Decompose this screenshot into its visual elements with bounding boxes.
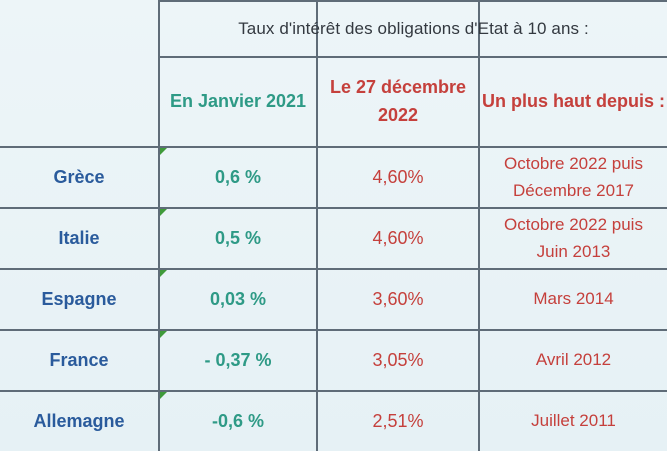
grid-line-horizontal <box>0 207 667 209</box>
rate-dec2022-spain: 3,60% <box>372 288 424 309</box>
country-greece: Grèce <box>53 166 105 187</box>
rate-jan2021-spain: 0,03 % <box>209 288 267 309</box>
country-germany: Allemagne <box>33 410 125 431</box>
grid-line-horizontal <box>0 146 667 148</box>
cell-flag-icon <box>160 148 167 155</box>
header-december-2022-line2: 2022 <box>377 105 419 125</box>
cell-flag-icon <box>160 331 167 338</box>
country-france: France <box>49 349 109 370</box>
header-january-2021: En Janvier 2021 <box>169 91 307 112</box>
cell-flag-icon <box>160 392 167 399</box>
highest-since-greece: Octobre 2022 puis Décembre 2017 <box>480 148 667 207</box>
rate-dec2022-france: 3,05% <box>372 349 424 370</box>
rate-dec2022-germany: 2,51% <box>372 410 424 431</box>
rate-dec2022-greece: 4,60% <box>372 166 424 187</box>
header-december-2022-line1: Le 27 décembre <box>329 77 467 98</box>
header-highest-since: Un plus haut depuis : <box>482 91 665 112</box>
highest-since-spain: Mars 2014 <box>533 289 614 309</box>
grid-line-horizontal <box>158 56 667 58</box>
highest-since-greece-line2: Décembre 2017 <box>513 180 634 200</box>
highest-since-italy-line2: Juin 2013 <box>536 241 611 261</box>
rate-jan2021-italy: 0,5 % <box>214 227 262 248</box>
header-december-2022: Le 27 décembre 2022 <box>318 58 478 146</box>
cell-flag-icon <box>160 209 167 216</box>
grid-line-horizontal <box>0 268 667 270</box>
highest-since-france: Avril 2012 <box>535 350 612 370</box>
highest-since-italy: Octobre 2022 puis Juin 2013 <box>480 209 667 268</box>
country-italy: Italie <box>58 227 100 248</box>
grid-line-vertical <box>158 0 160 451</box>
highest-since-italy-line1: Octobre 2022 puis <box>504 215 643 235</box>
cell-flag-icon <box>160 270 167 277</box>
table-title: Taux d'intérêt des obligations d'Etat à … <box>238 18 589 38</box>
grid-line-horizontal <box>0 390 667 392</box>
grid-line-horizontal <box>0 329 667 331</box>
rate-dec2022-italy: 4,60% <box>372 227 424 248</box>
rate-jan2021-france: - 0,37 % <box>204 349 272 370</box>
highest-since-greece-line1: Octobre 2022 puis <box>504 154 643 174</box>
grid-line-horizontal <box>158 0 667 2</box>
grid-line-vertical <box>316 0 318 451</box>
grid-line-vertical <box>478 0 480 451</box>
rate-jan2021-germany: -0,6 % <box>211 410 265 431</box>
highest-since-germany: Juillet 2011 <box>531 411 616 431</box>
country-spain: Espagne <box>41 288 117 309</box>
rate-jan2021-greece: 0,6 % <box>214 166 262 187</box>
